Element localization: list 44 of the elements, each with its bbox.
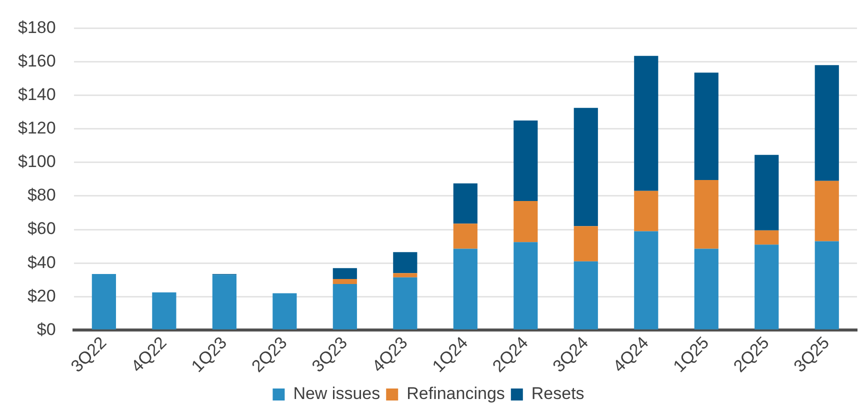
- bar: [453, 248, 478, 330]
- y-tick-label: $160: [18, 51, 56, 70]
- bar: [332, 268, 357, 279]
- bar: [814, 65, 839, 181]
- y-tick-label: $140: [18, 84, 56, 104]
- y-tick-label: $180: [18, 18, 56, 37]
- y-tick-label: $120: [18, 118, 56, 138]
- bar: [453, 183, 478, 224]
- bar: [212, 274, 236, 330]
- bar: [453, 224, 478, 249]
- bar: [272, 293, 297, 330]
- bar: [393, 273, 418, 278]
- bar: [634, 190, 658, 232]
- y-tick-label: $0: [36, 320, 56, 339]
- bar: [754, 230, 779, 245]
- bar: [393, 252, 418, 274]
- bar: [814, 180, 839, 242]
- bar: [92, 274, 116, 330]
- y-tick-label: $20: [27, 286, 56, 306]
- bar: [694, 248, 718, 330]
- bar: [814, 241, 839, 330]
- legend-label: Resets: [531, 384, 584, 404]
- bar: [634, 231, 658, 330]
- bar: [514, 242, 538, 330]
- y-tick-label: $80: [27, 186, 56, 205]
- bar: [694, 180, 718, 249]
- y-tick-label: $60: [27, 219, 56, 238]
- bar: [332, 279, 357, 284]
- bar: [514, 200, 538, 242]
- bar: [514, 120, 538, 201]
- bar: [332, 284, 357, 330]
- bar: [634, 56, 658, 191]
- bar: [393, 277, 418, 330]
- y-tick-label: $100: [18, 152, 56, 172]
- y-tick-label: $40: [27, 252, 56, 272]
- bar: [574, 226, 598, 262]
- bar: [574, 108, 598, 226]
- legend-label: New issues: [293, 384, 380, 404]
- bar: [754, 154, 779, 230]
- bar: [754, 244, 779, 330]
- bar: [694, 72, 718, 180]
- bar: [152, 292, 176, 330]
- bar: [574, 261, 598, 330]
- legend-label: Refinancings: [406, 384, 505, 404]
